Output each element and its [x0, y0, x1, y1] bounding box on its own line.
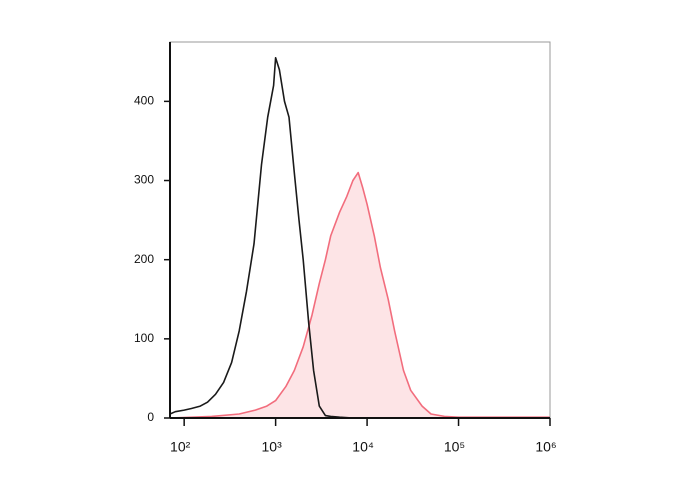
- x-tick-label: 10⁶: [535, 439, 556, 455]
- y-tick-label: 400: [134, 94, 154, 108]
- x-tick-label: 10³: [262, 439, 283, 455]
- y-tick-label: 300: [134, 173, 154, 187]
- y-tick-label: 100: [134, 331, 154, 345]
- area: [170, 172, 550, 418]
- y-tick-label: 200: [134, 252, 154, 266]
- y-tick-label: 0: [147, 410, 154, 424]
- x-tick-label: 10²: [170, 439, 191, 455]
- x-tick-label: 10⁴: [352, 439, 374, 455]
- x-tick-label: 10⁵: [444, 439, 465, 455]
- series-line: [169, 171, 550, 419]
